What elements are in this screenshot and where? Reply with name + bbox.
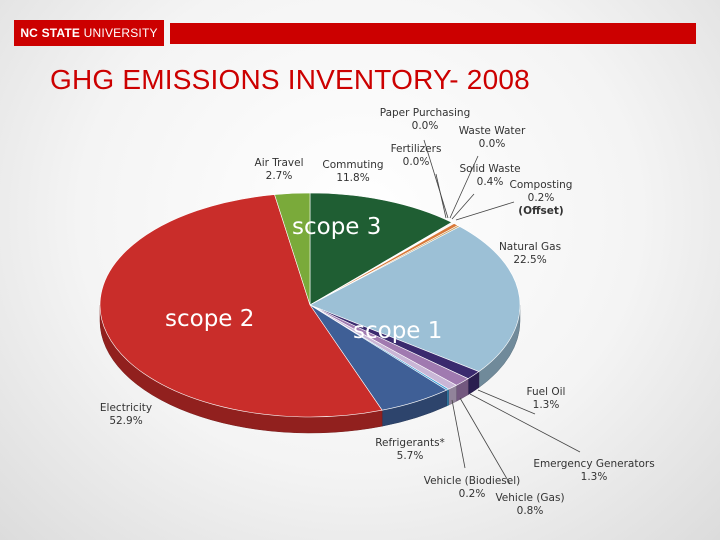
slice-label-fuel-oil: Fuel Oil [527,386,566,398]
leader-line-composting [455,201,515,221]
leader-line-solid-waste [451,193,475,220]
header-rule [170,23,696,44]
slice-value-electricity: 52.9% [109,415,142,427]
leader-line-fuel-oil [477,389,536,415]
slice-label-solid-waste: Solid Waste [459,163,520,175]
slice-label-air-travel: Air Travel [255,157,304,169]
slice-label-waste-water: Waste Water [459,125,526,137]
slice-value-refrigerants: 5.7% [397,450,424,462]
slice-label-composting: Composting [510,179,573,191]
slice-label-commuting: Commuting [322,159,383,171]
slice-natural-gas [309,226,521,372]
scope-label-scope-3: scope 3 [292,214,381,240]
leader-lines [423,139,581,485]
slice-label-refrigerants: Refrigerants* [375,437,445,449]
leader-line-fertilizers [435,173,447,219]
slice-note-composting: (Offset) [518,205,563,217]
logo-text-bold: NC STATE [20,26,81,40]
leader-line-waste-water [449,155,479,219]
slice-value-commuting: 11.8% [336,172,369,184]
slice-label-fertilizers: Fertilizers [391,143,442,155]
logo-text-regular: UNIVERSITY [80,26,158,40]
pie-slices [99,192,521,418]
slice-label-vehicle-gas: Vehicle (Gas) [495,492,564,504]
slice-value-fuel-oil: 1.3% [533,399,560,411]
slice-value-paper-purchasing: 0.0% [412,120,439,132]
slice-electricity [99,194,383,418]
slice-value-composting: 0.2% [528,192,555,204]
pie-depth [99,304,521,434]
slice-label-vehicle-biodiesel: Vehicle (Biodiesel) [424,475,521,487]
slice-value-natural-gas: 22.5% [513,254,546,266]
leader-line-vehicle-biodiesel [451,399,466,469]
slice-value-vehicle-biodiesel: 0.2% [459,488,486,500]
slice-side-vehicle-biodiesel [446,388,449,407]
slice-air-travel [274,192,311,306]
scope-label-scope-1: scope 1 [353,318,442,344]
university-logo: NC STATE UNIVERSITY [14,20,164,46]
slice-commuting [309,192,453,306]
slice-value-fertilizers: 0.0% [403,156,430,168]
leader-line-vehicle-gas [459,397,511,485]
slice-value-solid-waste: 0.4% [477,176,504,188]
leader-line-paper-purchasing [423,139,449,219]
slice-label-paper-purchasing: Paper Purchasing [380,107,471,119]
page-title: GHG EMISSIONS INVENTORY- 2008 [50,64,530,95]
scope-labels: scope 3 scope 2 scope 1 [165,214,442,344]
scope-label-scope-2: scope 2 [165,306,254,332]
slice-label-emergency-generators: Emergency Generators [533,458,654,470]
slice-value-vehicle-gas: 0.8% [517,505,544,517]
slice-value-air-travel: 2.7% [266,170,293,182]
leader-line-emergency-generators [469,393,581,453]
slice-value-waste-water: 0.0% [479,138,506,150]
slice-label-natural-gas: Natural Gas [499,241,561,253]
slice-value-emergency-generators: 1.3% [581,471,608,483]
slice-label-electricity: Electricity [100,402,152,414]
